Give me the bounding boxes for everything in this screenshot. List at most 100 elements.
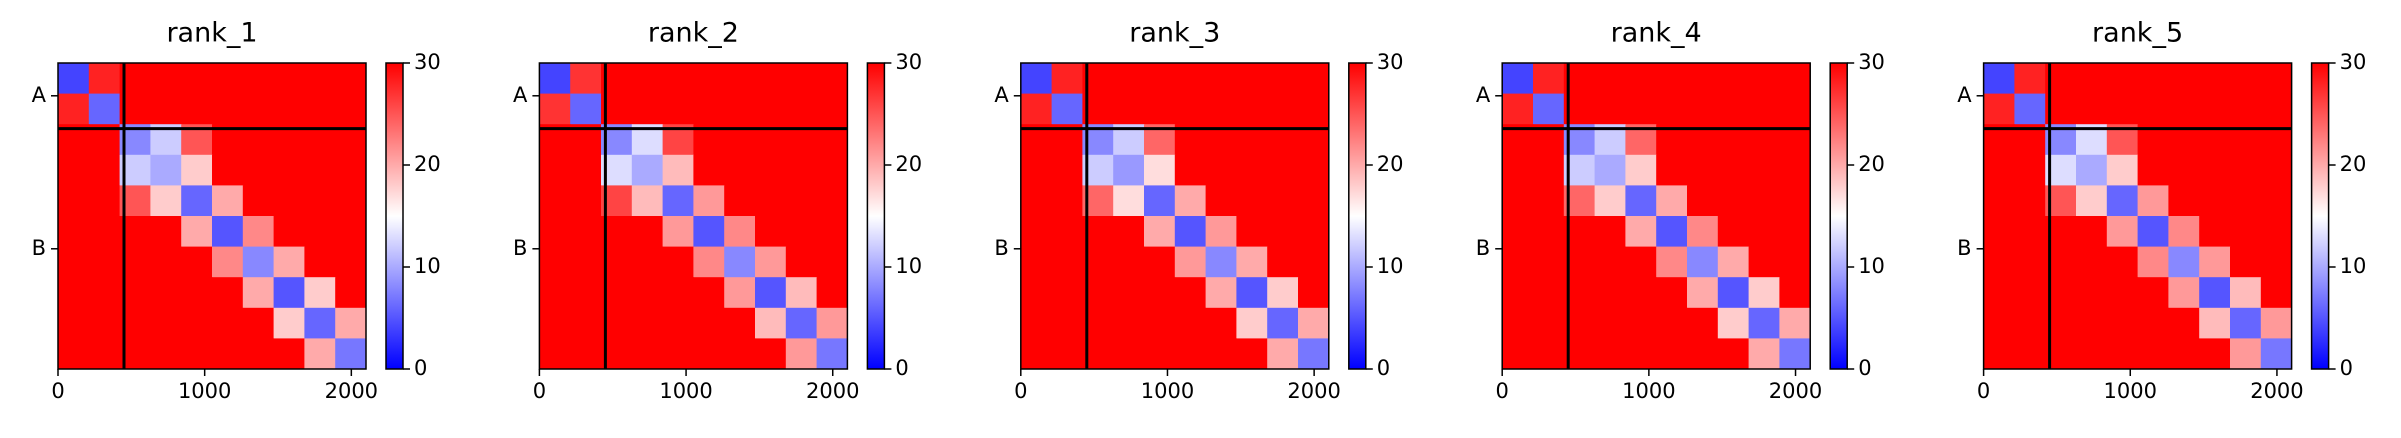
- heat-cell: [1533, 307, 1565, 339]
- heat-cell: [2168, 93, 2200, 125]
- heat-cell: [1594, 185, 1626, 217]
- heat-cell: [1144, 154, 1176, 186]
- heat-cell: [58, 63, 90, 95]
- heat-cell: [816, 277, 848, 309]
- heat-cell: [1298, 338, 1330, 370]
- heat-cell: [755, 307, 787, 339]
- heat-cell: [1625, 63, 1657, 95]
- heat-cell: [335, 63, 367, 95]
- heat-cell: [2076, 307, 2108, 339]
- heat-cell: [242, 63, 275, 95]
- heat-cell: [1687, 307, 1719, 339]
- heat-cell: [273, 154, 305, 186]
- heat-cell: [631, 307, 664, 339]
- heat-cell: [212, 307, 244, 339]
- heat-cell: [2076, 63, 2108, 95]
- heat-cell: [150, 93, 182, 125]
- heat-cell: [1236, 307, 1268, 339]
- heat-cell: [785, 63, 818, 95]
- heat-cell: [58, 277, 90, 309]
- heat-cell: [2014, 246, 2046, 278]
- x-tick-label: 2000: [1287, 379, 1340, 403]
- heat-cell: [2230, 277, 2262, 309]
- heat-cell: [1717, 216, 1750, 248]
- x-tick-label: 1000: [178, 379, 231, 403]
- heat-cell: [1174, 93, 1207, 125]
- heat-cell: [1174, 307, 1207, 339]
- colorbar: [866, 62, 886, 370]
- colorbar-tick-label: 0: [895, 356, 908, 380]
- heat-cell: [1174, 338, 1207, 370]
- heat-cell: [693, 216, 725, 248]
- heat-cell: [2137, 216, 2169, 248]
- heat-cell: [1748, 246, 1780, 278]
- colorbar-tick-label: 10: [414, 254, 441, 278]
- heat-cell: [2230, 338, 2262, 370]
- heat-cell: [1779, 246, 1811, 278]
- heat-cell: [1625, 246, 1657, 278]
- heat-cell: [755, 246, 787, 278]
- heat-cell: [724, 277, 756, 309]
- x-tick-label: 0: [533, 379, 546, 403]
- heat-cell: [212, 338, 244, 370]
- heat-cell: [2168, 63, 2200, 95]
- heat-cell: [2260, 216, 2293, 248]
- heat-cell: [2199, 93, 2231, 125]
- heat-cell: [2260, 277, 2293, 309]
- heat-cell: [1502, 277, 1534, 309]
- heat-cell: [724, 185, 756, 217]
- heat-cell: [1174, 185, 1207, 217]
- heat-cell: [1687, 246, 1719, 278]
- heat-cell: [1656, 277, 1688, 309]
- heat-cell: [1687, 338, 1719, 370]
- heat-cell: [212, 93, 244, 125]
- heat-cell: [2106, 246, 2139, 278]
- heat-cell: [1267, 307, 1299, 339]
- heat-cell: [242, 154, 275, 186]
- heat-cell: [2014, 93, 2046, 125]
- heat-cell: [304, 216, 336, 248]
- heat-cell: [150, 63, 182, 95]
- plot-frame: [1020, 62, 1330, 370]
- heat-cell: [1502, 246, 1534, 278]
- panel: rank_4 0 1000 2000 A B 0 10 20 30: [1476, 18, 1885, 404]
- heat-cell: [2260, 307, 2293, 339]
- y-tick-label: A: [994, 83, 1009, 107]
- heat-cell: [1144, 246, 1176, 278]
- heat-cell: [242, 93, 275, 125]
- heat-cell: [2230, 246, 2262, 278]
- colorbar: [1348, 62, 1367, 370]
- heat-cell: [662, 338, 694, 370]
- heat-cell: [1205, 277, 1237, 309]
- heat-cell: [2137, 63, 2169, 95]
- heat-cell: [662, 277, 694, 309]
- heat-cell: [1625, 154, 1657, 186]
- heat-cell: [816, 93, 848, 125]
- heat-cell: [1267, 185, 1299, 217]
- heat-cell: [1533, 63, 1565, 95]
- heat-cell: [1717, 246, 1750, 278]
- panel: rank_5 0 1000 2000 A B 0 10 20 30: [1957, 18, 2366, 404]
- heat-cell: [273, 338, 305, 370]
- heat-cell: [88, 185, 121, 217]
- y-tick-label: A: [32, 83, 47, 107]
- heat-cell: [1717, 63, 1750, 95]
- colorbar-tick-label: 30: [2340, 50, 2367, 74]
- x-tick-label: 1000: [2104, 379, 2157, 403]
- heat-cell: [304, 277, 336, 309]
- heat-cell: [1144, 338, 1176, 370]
- heat-cell: [1020, 277, 1053, 309]
- heat-cell: [1205, 63, 1237, 95]
- heat-cell: [816, 246, 848, 278]
- heat-cell: [335, 277, 367, 309]
- panel-title: rank_5: [2092, 18, 2183, 49]
- heat-cell: [755, 277, 787, 309]
- heat-cell: [273, 63, 305, 95]
- colorbar: [1829, 62, 1848, 370]
- heat-cell: [1236, 216, 1268, 248]
- heat-cell: [58, 216, 90, 248]
- heat-cell: [2137, 185, 2169, 217]
- heat-cell: [181, 307, 213, 339]
- heat-cell: [724, 307, 756, 339]
